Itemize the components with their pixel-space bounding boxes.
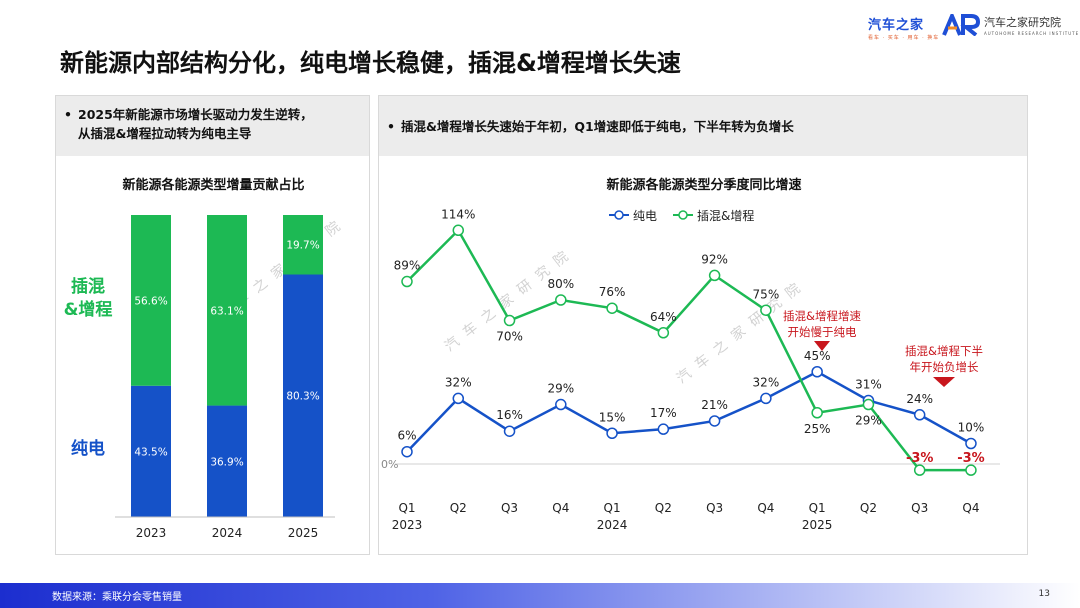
left-bullet-line-1: 2025年新能源市场增长驱动力发生逆转， xyxy=(78,107,313,122)
footer-bar: 数据来源：乘联分会零售销量 13 xyxy=(0,583,1080,608)
bar-chart-title: 新能源各能源类型增量贡献占比 xyxy=(122,178,305,193)
research-institute-logo: 汽车之家研究院 AUTOHOME RESEARCH INSTITUTE xyxy=(942,14,1079,36)
autohome-logo: 汽车之家 看车 · 买车 · 用车 · 换车 xyxy=(868,14,939,41)
ar-logo-icon xyxy=(942,14,980,36)
right-bullet: • 插混&增程增长失速始于年初，Q1增速即低于纯电，下半年转为负增长 xyxy=(387,118,1017,136)
research-institute-english: AUTOHOME RESEARCH INSTITUTE xyxy=(984,31,1080,36)
left-bullet-line-2: 从插混&增程拉动转为纯电主导 xyxy=(78,126,252,141)
data-source: 数据来源：乘联分会零售销量 xyxy=(52,592,182,603)
research-institute-name: 汽车之家研究院 xyxy=(984,16,1061,29)
autohome-logo-text: 汽车之家 xyxy=(868,18,925,33)
right-bullet-text: 插混&增程增长失速始于年初，Q1增速即低于纯电，下半年转为负增长 xyxy=(401,119,794,134)
slide-title: 新能源内部结构分化，纯电增长稳健，插混&增程增长失速 xyxy=(60,49,681,77)
left-bullet-text: 2025年新能源市场增长驱动力发生逆转， 从插混&增程拉动转为纯电主导 xyxy=(78,105,313,143)
bullet-dot-icon: • xyxy=(387,119,395,134)
right-panel-header: • 插混&增程增长失速始于年初，Q1增速即低于纯电，下半年转为负增长 xyxy=(379,96,1027,156)
autohome-logo-slogan: 看车 · 买车 · 用车 · 换车 xyxy=(868,35,940,41)
left-bullet: • 2025年新能源市场增长驱动力发生逆转， 从插混&增程拉动转为纯电主导 xyxy=(64,105,359,143)
left-panel: • 2025年新能源市场增长驱动力发生逆转， 从插混&增程拉动转为纯电主导 新能… xyxy=(55,95,370,555)
page-number: 13 xyxy=(1038,589,1050,599)
bullet-dot-icon: • xyxy=(64,107,72,122)
left-panel-header: • 2025年新能源市场增长驱动力发生逆转， 从插混&增程拉动转为纯电主导 xyxy=(56,96,369,156)
line-chart-title: 新能源各能源类型分季度同比增速 xyxy=(606,178,802,193)
